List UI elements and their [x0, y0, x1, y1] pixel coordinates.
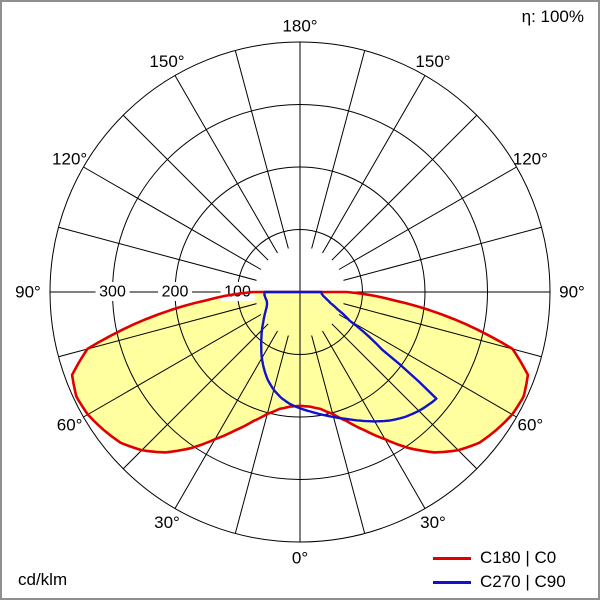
- grid-spoke: [58, 226, 257, 281]
- radial-label-bg: [158, 282, 192, 301]
- efficiency-label: η: 100%: [521, 7, 584, 26]
- series-curve-c270-c90: [260, 290, 438, 423]
- legend-item-c180-c0: C180 | C0: [433, 548, 586, 568]
- grid-spoke: [331, 323, 478, 470]
- radial-tick-label: 200: [162, 284, 189, 301]
- legend-label-c180-c0: C180 | C0: [480, 548, 557, 567]
- angle-tick-label: 0°: [292, 549, 308, 568]
- grid-spoke: [174, 75, 278, 254]
- grid-spoke: [343, 226, 542, 281]
- angle-tick-label: 30°: [420, 513, 446, 532]
- grid-spoke: [83, 166, 262, 270]
- legend-label-c270-c90: C270 | C90: [480, 572, 566, 591]
- grid-spoke: [122, 323, 269, 470]
- grid-spoke: [83, 314, 262, 418]
- legend: C180 | C0 C270 | C90: [433, 548, 586, 592]
- grid-spoke: [234, 50, 289, 249]
- radial-tick-label: 100: [224, 284, 251, 301]
- legend-line-red: [433, 556, 471, 560]
- angle-tick-label: 30°: [154, 513, 180, 532]
- grid-spoke: [311, 50, 366, 249]
- radial-label-bg: [95, 282, 130, 301]
- grid-spoke: [234, 335, 289, 534]
- angle-tick-label: 150°: [415, 52, 450, 71]
- grid-spoke: [331, 114, 478, 261]
- radial-tick-label: 300: [99, 284, 126, 301]
- angle-tick-label: 90°: [15, 283, 41, 302]
- grid-spoke: [174, 330, 278, 509]
- series-curve-c180-c0: [70, 290, 530, 454]
- angle-tick-label: 120°: [513, 150, 548, 169]
- grid-spoke: [338, 166, 517, 270]
- grid-spoke: [322, 330, 426, 509]
- grid-spoke: [338, 314, 517, 418]
- angle-tick-label: 120°: [52, 150, 87, 169]
- legend-item-c270-c90: C270 | C90: [433, 572, 586, 592]
- unit-label: cd/klm: [18, 570, 68, 589]
- angle-tick-label: 180°: [282, 17, 317, 36]
- grid-spoke: [311, 335, 366, 534]
- angle-tick-label: 60°: [518, 416, 544, 435]
- angle-tick-label: 90°: [559, 283, 585, 302]
- grid-spoke: [122, 114, 269, 261]
- grid-spoke: [322, 75, 426, 254]
- angle-tick-label: 60°: [57, 416, 83, 435]
- legend-line-blue: [433, 580, 471, 584]
- angle-tick-label: 150°: [149, 52, 184, 71]
